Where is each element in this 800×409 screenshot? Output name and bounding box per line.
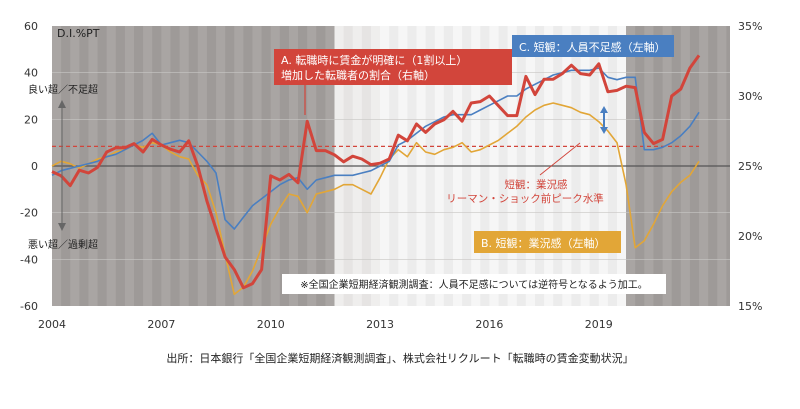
series-b-label: B. 短観：業況感（左軸）	[474, 231, 621, 253]
y-right-tick-label: 25%	[738, 160, 762, 173]
y-left-tick-label: 20	[24, 113, 38, 126]
svg-text:C. 短観：人員不足感（左軸）: C. 短観：人員不足感（左軸）	[519, 40, 666, 54]
lower-side-label: 悪い超／過剰超	[28, 238, 98, 251]
x-tick-label: 2007	[147, 318, 175, 331]
y-right-tick-label: 30%	[738, 90, 762, 103]
reference-pointer	[539, 142, 581, 176]
upper-side-label: 良い超／不足超	[28, 83, 98, 96]
series-c-label: C. 短観：人員不足感（左軸）	[512, 35, 674, 57]
x-tick-label: 2019	[585, 318, 613, 331]
y-axis-left: 60 40 20 0 -20 -40 -60	[20, 20, 38, 313]
reference-label-line2: リーマン・ショック前ピーク水準	[446, 192, 604, 205]
series-lines	[51, 54, 701, 296]
x-tick-label: 2010	[257, 318, 285, 331]
y-left-tick-label: -60	[20, 300, 38, 313]
series-a-line	[51, 54, 701, 290]
note-box: ※全国企業短期経済観測調査：人員不足感については逆符号となるよう加工。	[282, 274, 666, 294]
svg-text:※全国企業短期経済観測調査：人員不足感については逆符号となる: ※全国企業短期経済観測調査：人員不足感については逆符号となるよう加工。	[300, 278, 648, 291]
svg-text:B. 短観：業況感（左軸）: B. 短観：業況感（左軸）	[481, 236, 606, 250]
svg-text:A. 転職時に賃金が明確に（1割以上）: A. 転職時に賃金が明確に（1割以上）	[281, 53, 467, 67]
y-left-tick-label: 0	[31, 160, 38, 173]
source-text: 出所：日本銀行「全国企業短期経済観測調査」、株式会社リクルート「転職時の賃金変動…	[166, 351, 633, 365]
y-axis-right: 35% 30% 25% 20% 15%	[738, 20, 762, 313]
y-unit-label: D.I.%PT	[57, 27, 100, 40]
y-left-tick-label: 60	[24, 20, 38, 33]
svg-text:増加した転職者の割合（右軸）: 増加した転職者の割合（右軸）	[281, 68, 435, 82]
series-a-label: A. 転職時に賃金が明確に（1割以上） 増加した転職者の割合（右軸）	[274, 49, 512, 85]
x-tick-label: 2004	[38, 318, 66, 331]
x-tick-label: 2013	[366, 318, 394, 331]
x-tick-label: 2016	[475, 318, 503, 331]
x-axis: 2004 2007 2010 2013 2016 2019	[38, 318, 613, 331]
y-left-tick-label: -40	[20, 253, 38, 266]
y-left-tick-label: -20	[20, 207, 38, 220]
y-left-tick-label: 40	[24, 67, 38, 80]
side-arrow-icon	[58, 100, 66, 231]
y-right-tick-label: 15%	[738, 300, 762, 313]
gap-arrow-icon	[600, 106, 608, 134]
y-right-tick-label: 35%	[738, 20, 762, 33]
reference-label-line1: 短観：業況感	[505, 178, 568, 191]
y-right-tick-label: 20%	[738, 230, 762, 243]
